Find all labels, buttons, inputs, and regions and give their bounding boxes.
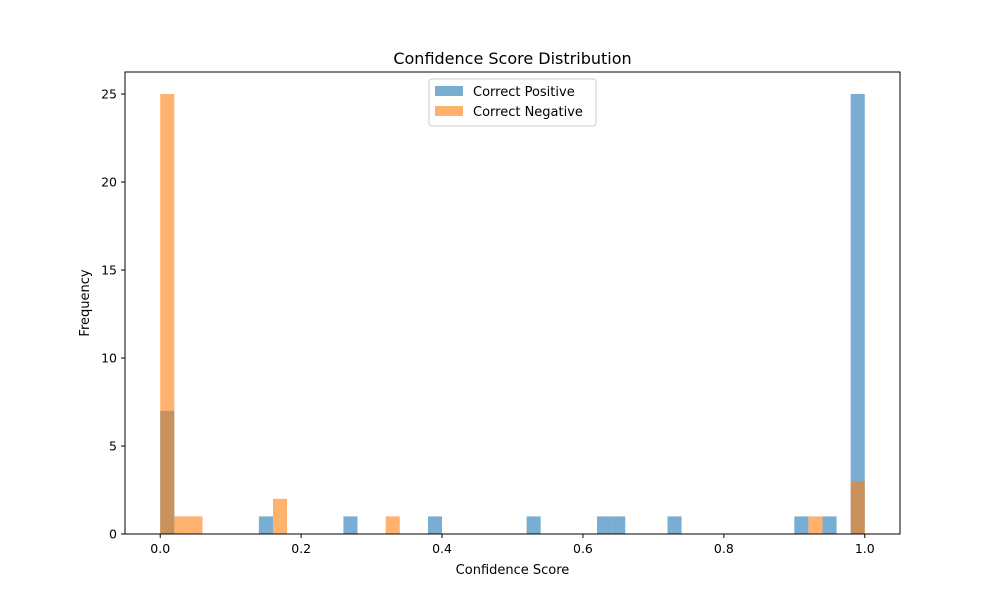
- y-tick-label: 15: [101, 263, 117, 278]
- bar-series-0-bin-9: [822, 516, 837, 534]
- x-tick-label: 0.0: [150, 541, 170, 556]
- bar-series-0-bin-2: [343, 516, 358, 534]
- bar-series-0-bin-5: [597, 516, 612, 534]
- bar-series-1-bin-5: [808, 516, 823, 534]
- x-tick-label: 0.4: [432, 541, 452, 556]
- bars-group: [160, 94, 865, 534]
- legend: Correct Positive Correct Negative: [428, 78, 597, 127]
- x-tick-label: 1.0: [855, 541, 875, 556]
- chart-title: Confidence Score Distribution: [393, 49, 631, 68]
- bar-series-0-bin-6: [611, 516, 626, 534]
- bar-series-1-bin-0: [160, 94, 175, 534]
- legend-label-0: Correct Positive: [473, 85, 575, 100]
- x-axis-label: Confidence Score: [456, 563, 570, 578]
- bar-series-1-bin-6: [850, 481, 865, 534]
- x-tick-label: 0.2: [291, 541, 311, 556]
- x-tick-label: 0.8: [714, 541, 734, 556]
- bar-series-0-bin-1: [258, 516, 273, 534]
- y-axis-label: Frequency: [78, 269, 93, 336]
- x-tick-label: 0.6: [573, 541, 593, 556]
- y-tick-label: 25: [101, 87, 117, 102]
- bar-series-0-bin-10: [850, 94, 865, 534]
- y-tick-label: 10: [101, 351, 117, 366]
- legend-label-1: Correct Negative: [473, 105, 583, 120]
- y-tick-label: 20: [101, 175, 117, 190]
- plot-area-frame: [124, 71, 901, 535]
- legend-swatch-1: [435, 106, 463, 116]
- bar-series-0-bin-8: [794, 516, 809, 534]
- y-tick-label: 5: [109, 439, 117, 454]
- bar-series-1-bin-1: [174, 516, 189, 534]
- legend-swatch-0: [435, 86, 463, 96]
- bar-series-0-bin-7: [667, 516, 682, 534]
- y-axis-ticks: 0 5 10 15 20 25: [101, 87, 125, 542]
- bar-series-1-bin-2: [188, 516, 203, 534]
- bar-series-0-bin-4: [526, 516, 541, 534]
- bar-series-1-bin-3: [272, 498, 288, 534]
- x-axis-ticks: 0.0 0.2 0.4 0.6 0.8 1.0: [150, 534, 875, 556]
- bar-series-0-bin-3: [427, 516, 443, 534]
- bar-series-1-bin-4: [385, 516, 400, 534]
- legend-box: [428, 78, 597, 127]
- y-tick-label: 0: [109, 527, 117, 542]
